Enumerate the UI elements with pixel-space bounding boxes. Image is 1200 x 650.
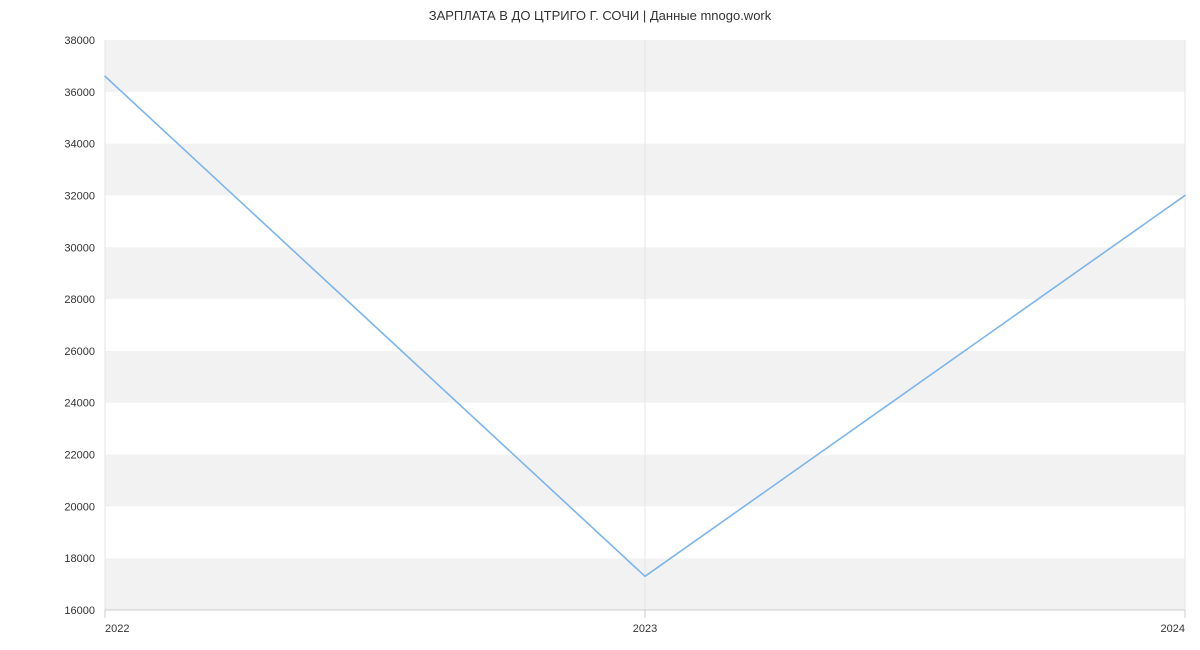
y-tick-label: 38000	[64, 35, 95, 47]
y-tick-label: 28000	[64, 294, 95, 306]
y-tick-label: 24000	[64, 398, 95, 410]
y-tick-label: 22000	[64, 450, 95, 462]
chart-title: ЗАРПЛАТА В ДО ЦТРИГО Г. СОЧИ | Данные mn…	[0, 8, 1200, 23]
x-tick-label: 2024	[1161, 623, 1185, 635]
y-tick-label: 18000	[64, 553, 95, 565]
y-tick-label: 26000	[64, 346, 95, 358]
y-tick-label: 34000	[64, 139, 95, 151]
x-tick-label: 2022	[105, 623, 129, 635]
y-tick-label: 32000	[64, 190, 95, 202]
y-tick-label: 16000	[64, 605, 95, 617]
y-tick-label: 30000	[64, 242, 95, 254]
salary-line-chart: ЗАРПЛАТА В ДО ЦТРИГО Г. СОЧИ | Данные mn…	[0, 0, 1200, 650]
chart-svg: 16000 18000 20000 22000 24000 26000 28000 30000…	[0, 0, 1200, 650]
y-tick-label: 36000	[64, 87, 95, 99]
y-tick-label: 20000	[64, 501, 95, 513]
x-tick-label: 2023	[633, 623, 657, 635]
